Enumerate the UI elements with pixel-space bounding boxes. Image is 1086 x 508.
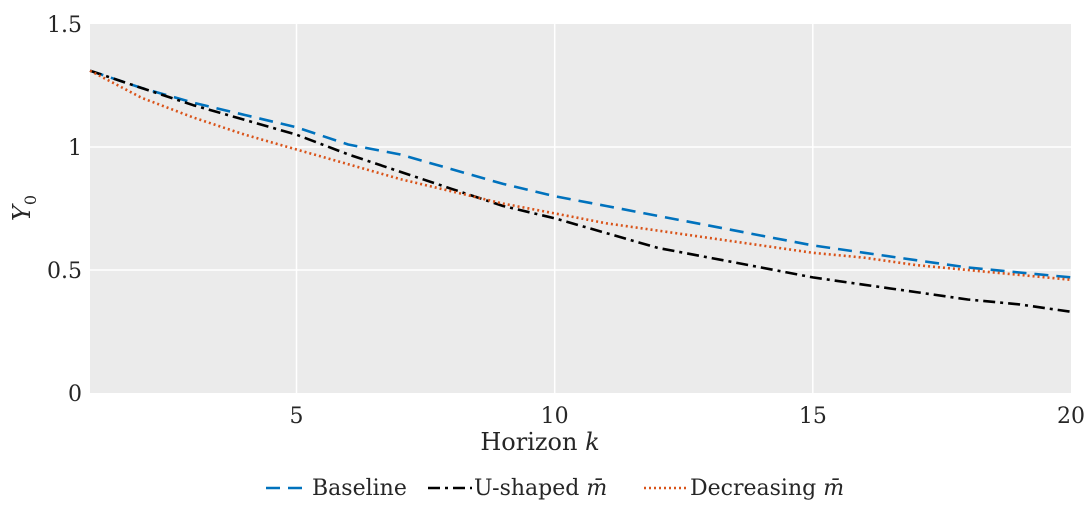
- y-tick-label: 0: [68, 382, 82, 407]
- x-tick-label: 15: [799, 404, 827, 429]
- x-tick-label: 5: [290, 404, 304, 429]
- x-tick-label: 20: [1057, 404, 1085, 429]
- series-lines: [89, 69, 1072, 314]
- x-axis-title: Horizon k: [480, 428, 599, 456]
- legend: Baseline U-shaped m̄ Decreasing m̄: [266, 476, 844, 501]
- legend-label: Decreasing m̄: [690, 476, 844, 501]
- y-tick-label: 0.5: [47, 259, 82, 284]
- legend-label: Baseline: [312, 476, 407, 501]
- y-axis-title: Y0: [8, 195, 40, 221]
- series-line-baseline: [89, 69, 1072, 279]
- y-tick-label: 1.5: [47, 13, 82, 38]
- grid: [90, 24, 1071, 393]
- y-tick-label: 1: [68, 136, 82, 161]
- x-tick-label: 10: [541, 404, 569, 429]
- tick-labels: 5 10 15 20 0 0.5 1 1.5: [47, 13, 1085, 429]
- plot-area: [90, 24, 1071, 393]
- series-line-decreasing: [89, 69, 1072, 282]
- legend-label: U-shaped m̄: [474, 476, 607, 501]
